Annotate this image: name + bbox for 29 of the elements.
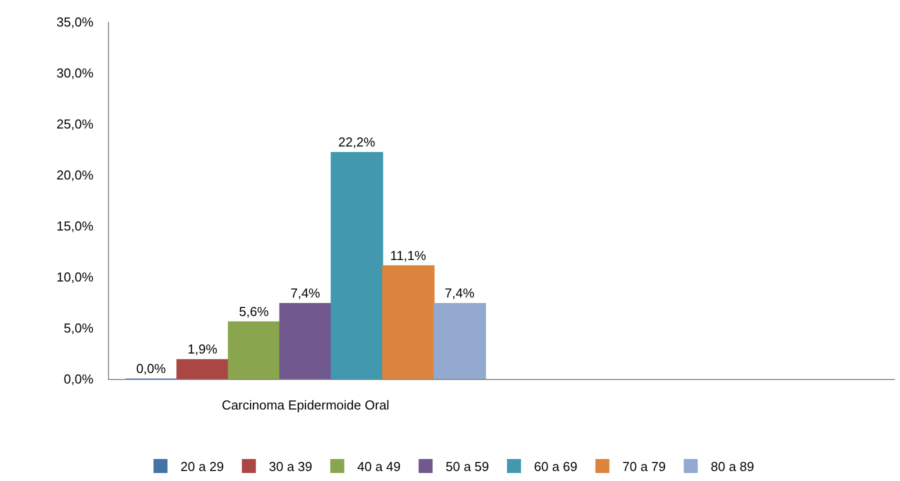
y-tick-label: 5,0% [64,320,94,336]
bar [176,359,229,379]
data-label: 7,4% [290,286,321,301]
bar [228,321,280,379]
legend-label: 30 a 39 [268,459,312,474]
data-label: 22,2% [338,134,376,150]
y-tick-label: 15,0% [56,218,94,234]
y-tick-label: 20,0% [56,168,94,183]
data-label: 0,0% [136,361,166,376]
y-tick-label: 10,0% [56,270,94,285]
legend-label: 40 a 49 [357,459,401,474]
data-label: 7,4% [444,286,475,301]
legend-label: 70 a 79 [622,459,666,474]
bar [382,265,435,379]
data-label: 1,9% [188,342,218,357]
y-tick-label: 35,0% [56,14,94,30]
legend-label: 80 a 89 [710,459,754,474]
legend-label: 50 a 59 [446,459,489,474]
bar [434,303,486,379]
legend-label: 20 a 29 [180,459,224,474]
bar [279,303,332,379]
data-label: 5,6% [239,304,270,319]
data-label: 11,1% [390,248,427,263]
legend-label: 60 a 69 [534,459,578,474]
x-tick-label: Carcinoma Epidermoide Oral [222,398,390,413]
bar [330,152,384,379]
y-tick-label: 30,0% [56,66,94,81]
y-tick-label: 25,0% [56,116,94,132]
y-tick-label: 0,0% [64,372,94,387]
